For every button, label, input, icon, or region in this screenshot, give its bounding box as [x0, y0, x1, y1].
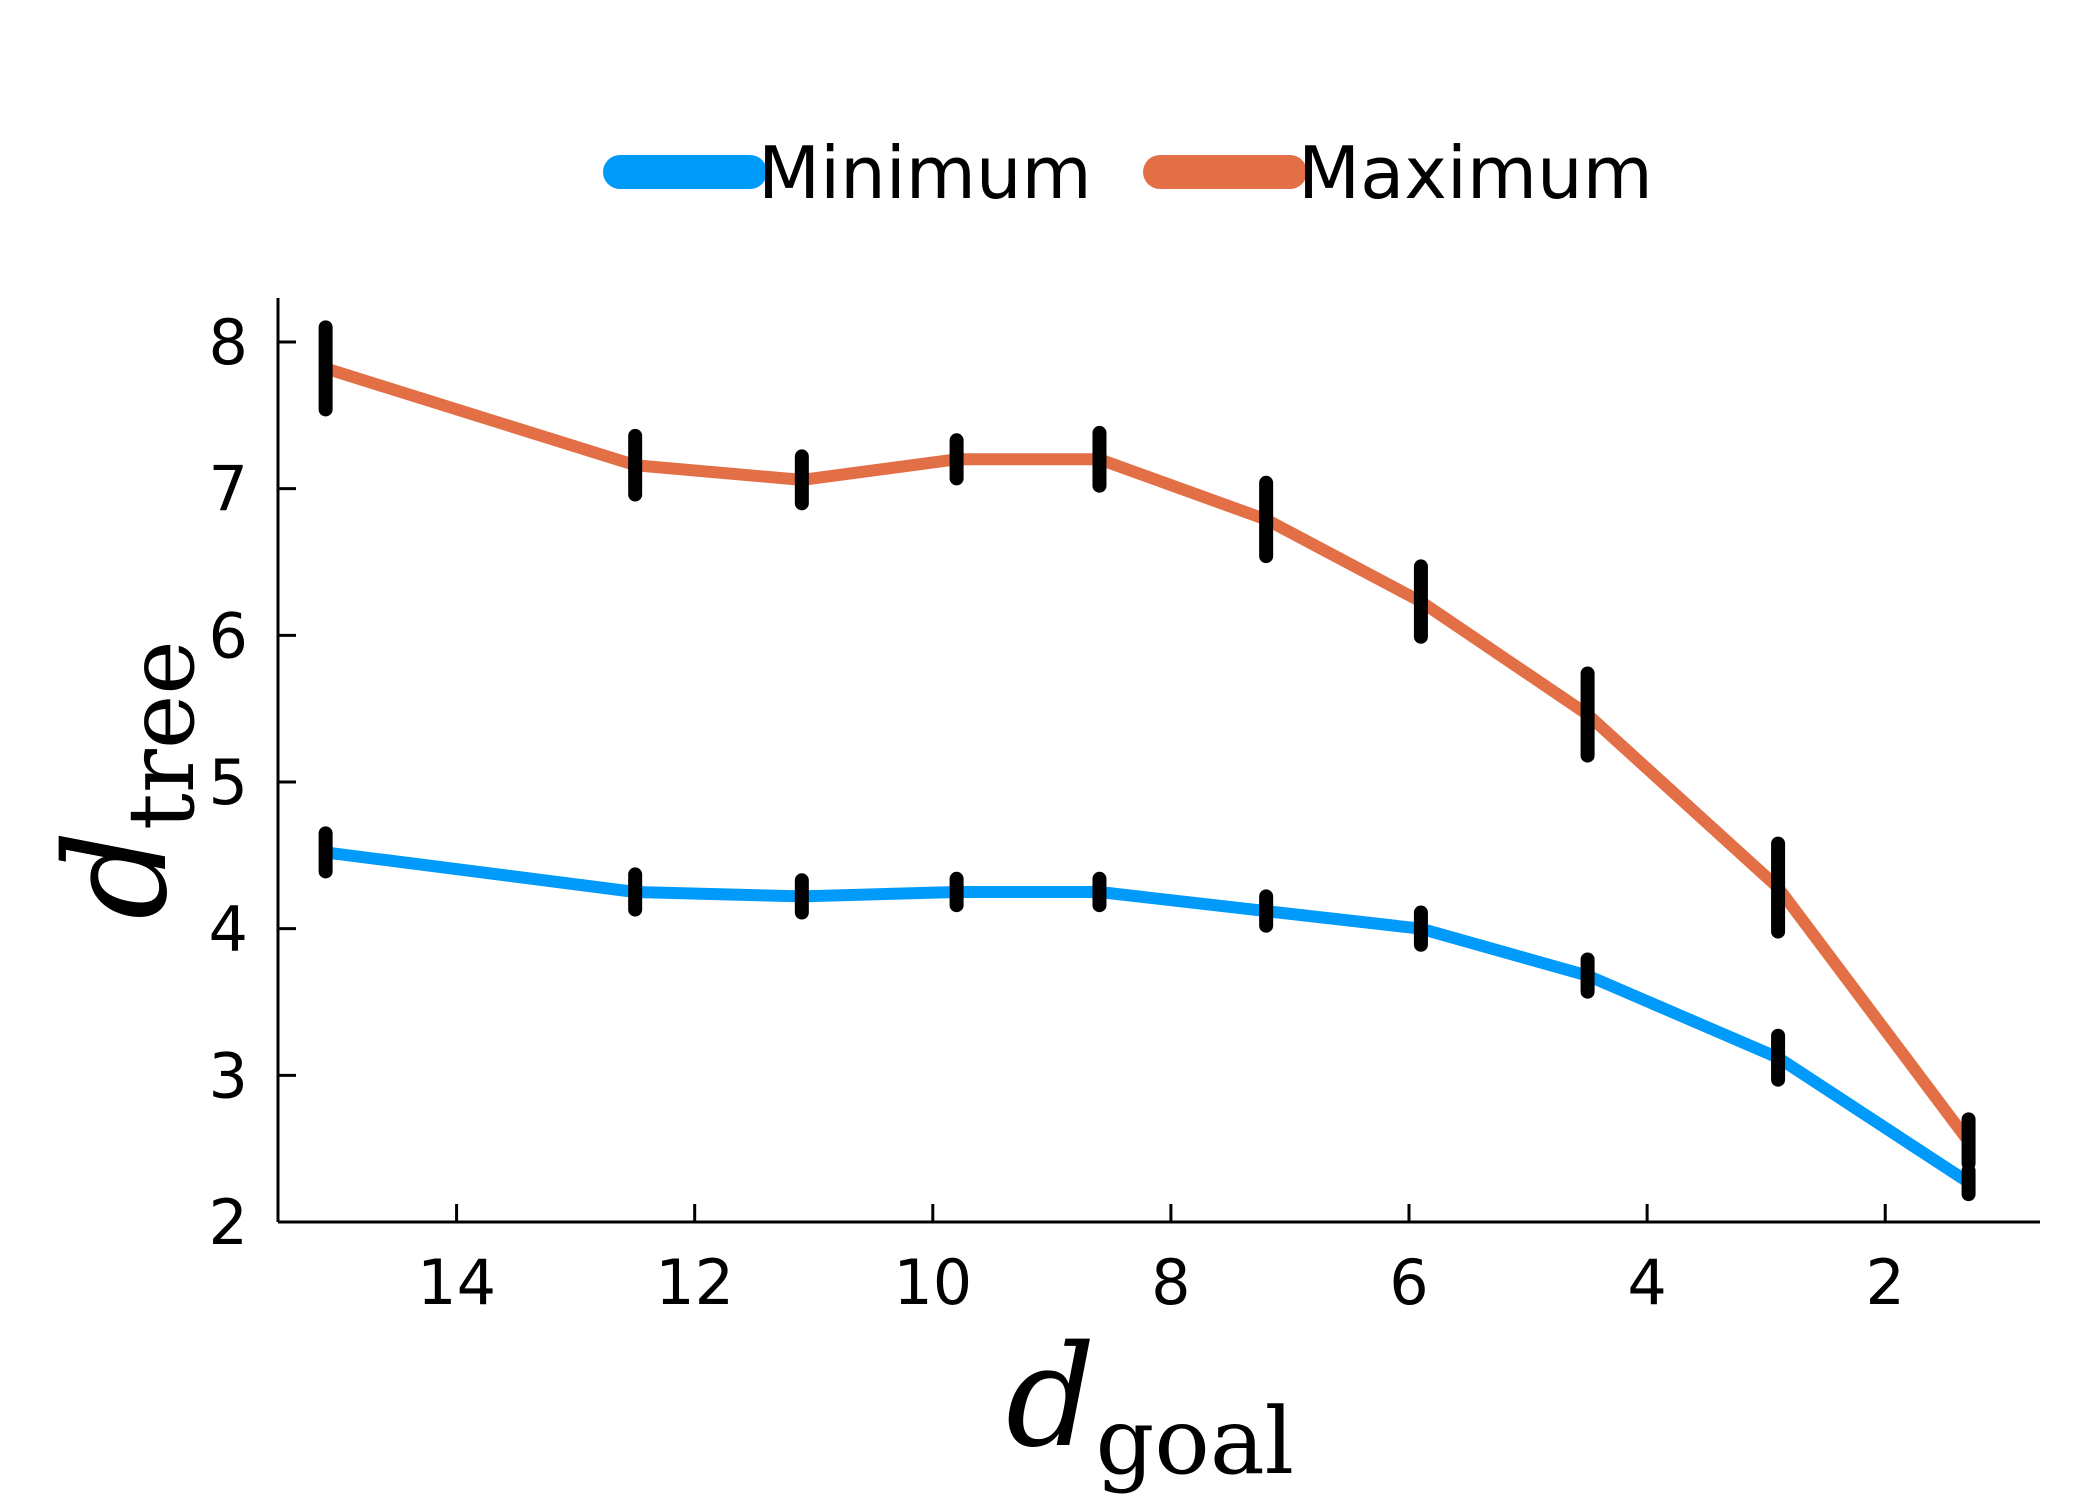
y-tick-label-3: 3	[209, 1039, 248, 1112]
y-tick-label-7: 7	[209, 453, 248, 526]
error-bars-layer	[318, 320, 1976, 1202]
legend-label-minimum: Minimum	[758, 131, 1092, 215]
y-tick-label-5: 5	[209, 746, 248, 819]
x-axis-label-symbol: d	[1006, 1316, 1096, 1479]
series-layer	[323, 362, 1974, 1188]
y-axis-label: dtree	[36, 640, 215, 919]
legend: Minimum Maximum	[603, 131, 1653, 215]
series-line-maximum	[323, 362, 1974, 1145]
x-tick-label-2: 2	[1866, 1246, 1905, 1319]
x-axis-label: dgoal	[1006, 1316, 1294, 1495]
x-tick-label-6: 6	[1389, 1246, 1428, 1319]
x-tick-label-4: 4	[1627, 1246, 1666, 1319]
y-tick-label-6: 6	[209, 599, 248, 672]
x-tick-label-14: 14	[417, 1246, 496, 1319]
axes	[276, 298, 2040, 1224]
y-axis-label-symbol: d	[36, 830, 199, 920]
x-tick-label-8: 8	[1151, 1246, 1190, 1319]
y-tick-label-4: 4	[209, 893, 248, 966]
x-tick-label-12: 12	[655, 1246, 734, 1319]
x-tick-label-10: 10	[893, 1246, 972, 1319]
x-ticks: 14 12 10 8 6 4 2	[417, 1204, 1905, 1319]
y-axis-label-subscript: tree	[108, 640, 215, 830]
y-tick-label-8: 8	[209, 306, 248, 379]
x-axis-label-subscript: goal	[1096, 1388, 1295, 1495]
y-tick-label-2: 2	[209, 1186, 248, 1259]
series-line-minimum	[324, 846, 1972, 1188]
y-ticks: 2 3 4 5 6 7 8	[209, 306, 296, 1259]
legend-label-maximum: Maximum	[1298, 131, 1653, 215]
